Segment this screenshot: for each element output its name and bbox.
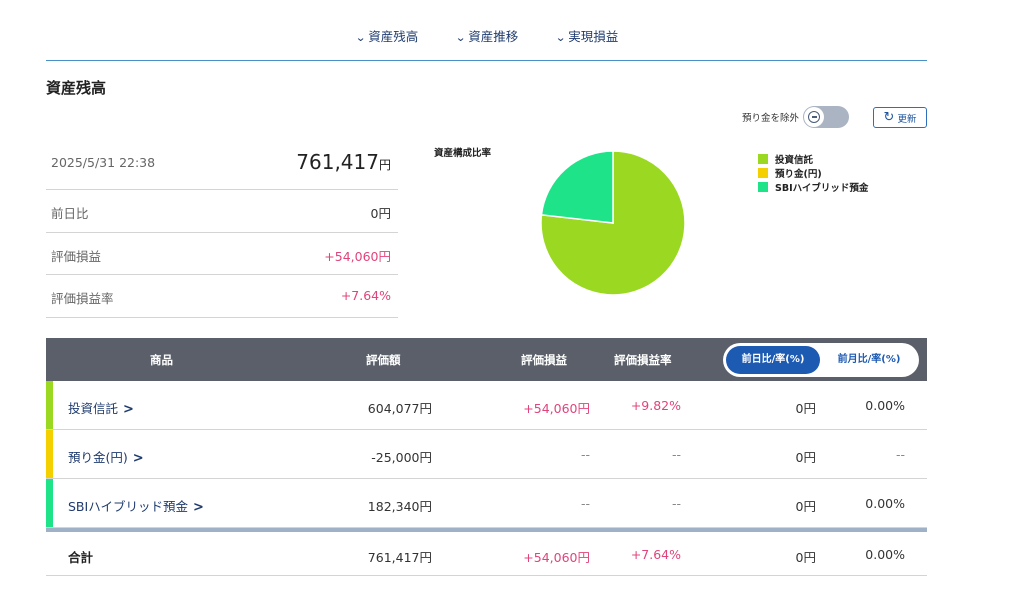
- table-total-row: 合計 761,417円 +54,060円 +7.64% 0円 0.00%: [46, 528, 927, 576]
- chevron-right-icon: >: [123, 402, 134, 417]
- nav-asset-trend[interactable]: ⌄ 資産推移: [455, 29, 519, 44]
- cell-change: 0円: [795, 401, 816, 416]
- total-label: 合計: [68, 550, 94, 565]
- chevron-down-icon: ⌄: [455, 31, 467, 44]
- section-nav: ⌄ 資産残高 ⌄ 資産推移 ⌄ 実現損益: [46, 0, 927, 61]
- cell-change-rate: 0.00%: [865, 398, 905, 413]
- cell-valuation: 761,417円: [367, 550, 432, 565]
- summary-value: 0円: [370, 206, 391, 221]
- nav-asset-balance[interactable]: ⌄ 資産残高: [355, 29, 419, 44]
- summary-label: 評価損益率: [51, 291, 114, 306]
- exclude-deposit-control: 預り金を除外: [742, 106, 850, 128]
- legend-item: 投資信託: [758, 152, 868, 166]
- cell-valuation: 604,077円: [367, 401, 432, 416]
- cell-change: 0円: [795, 450, 816, 465]
- total-value-unit: 円: [378, 158, 391, 172]
- summary-row-day-change: 前日比 0円: [46, 190, 398, 233]
- cell-valuation: 182,340円: [367, 499, 432, 514]
- total-value-number: 761,417: [296, 150, 379, 174]
- header-product: 商品: [150, 353, 173, 367]
- header-valuation: 評価額: [366, 353, 401, 367]
- cell-unrealized-rate: --: [671, 447, 681, 462]
- product-link-investment-trust[interactable]: 投資信託 >: [68, 401, 134, 417]
- table-header: 商品 評価額 評価損益 評価損益率 前日比/率(%) 前月比/率(%): [46, 338, 927, 381]
- legend-swatch: [758, 154, 768, 164]
- cell-change-rate: 0.00%: [865, 547, 905, 562]
- cell-unrealized-pl: +54,060円: [523, 550, 590, 565]
- chevron-down-icon: ⌄: [555, 31, 567, 44]
- chevron-down-icon: ⌄: [355, 31, 367, 44]
- cell-unrealized-rate: +9.82%: [630, 398, 681, 413]
- product-link-sbi-hybrid-deposit[interactable]: SBIハイブリッド預金 >: [68, 499, 204, 515]
- cell-change: 0円: [795, 499, 816, 514]
- legend-swatch: [758, 168, 768, 178]
- holdings-table: 商品 評価額 評価損益 評価損益率 前日比/率(%) 前月比/率(%) 投資信託…: [46, 338, 927, 576]
- cell-unrealized-rate: +7.64%: [630, 547, 681, 562]
- pie-slice-2: [540, 150, 614, 224]
- summary-value: +7.64%: [340, 288, 391, 303]
- as-of-datetime: 2025/5/31 22:38: [51, 155, 156, 170]
- chart-title: 資産構成比率: [434, 148, 492, 159]
- row-color-bar: [46, 479, 53, 527]
- chevron-right-icon: >: [132, 451, 144, 466]
- cell-valuation: -25,000円: [371, 450, 432, 465]
- product-link-deposit-jpy[interactable]: 預り金(円) >: [68, 450, 144, 466]
- exclude-deposit-toggle[interactable]: [803, 106, 850, 128]
- chevron-right-icon: >: [192, 500, 204, 515]
- legend-swatch: [758, 182, 768, 192]
- header-unrealized-pl: 評価損益: [521, 353, 567, 367]
- asset-allocation-pie-chart: [540, 150, 686, 296]
- header-unrealized-rate: 評価損益率: [614, 353, 672, 367]
- exclude-deposit-label: 預り金を除外: [742, 113, 800, 124]
- pie-slice-0: [540, 150, 686, 296]
- chart-legend: 投資信託 預り金(円) SBIハイブリッド預金: [758, 152, 868, 194]
- change-period-toggle: 前日比/率(%) 前月比/率(%): [723, 343, 919, 377]
- page-title: 資産残高: [46, 79, 107, 97]
- row-color-bar: [46, 381, 53, 429]
- refresh-icon: ↻: [883, 110, 895, 125]
- summary-row-unrealized-pl: 評価損益 +54,060円: [46, 233, 398, 275]
- nav-realized-pl[interactable]: ⌄ 実現損益: [555, 29, 619, 44]
- summary-label: 評価損益: [51, 248, 102, 264]
- table-row: 投資信託 > 604,077円 +54,060円 +9.82% 0円 0.00%: [46, 381, 927, 430]
- cell-change-rate: --: [895, 447, 905, 462]
- tab-daily-change[interactable]: 前日比/率(%): [726, 346, 820, 374]
- table-row: SBIハイブリッド預金 > 182,340円 -- -- 0円 0.00%: [46, 479, 927, 528]
- legend-item: 預り金(円): [758, 166, 868, 180]
- cell-unrealized-pl: --: [580, 447, 590, 462]
- refresh-button[interactable]: ↻ 更新: [873, 107, 927, 128]
- summary-total-row: 2025/5/31 22:38 761,417円: [46, 138, 398, 190]
- cell-unrealized-pl: --: [580, 496, 590, 511]
- tab-monthly-change[interactable]: 前月比/率(%): [837, 354, 901, 365]
- cell-change-rate: 0.00%: [865, 496, 905, 511]
- summary-panel: 2025/5/31 22:38 761,417円 前日比 0円 評価損益 +54…: [46, 138, 398, 318]
- summary-value: +54,060円: [324, 248, 391, 264]
- cell-change: 0円: [795, 550, 816, 565]
- legend-item: SBIハイブリッド預金: [758, 180, 868, 194]
- minus-circle-icon: [808, 111, 821, 123]
- summary-label: 前日比: [51, 206, 89, 221]
- toggle-knob: [804, 107, 825, 127]
- row-color-bar: [46, 430, 53, 478]
- cell-unrealized-rate: --: [671, 496, 681, 511]
- summary-row-unrealized-rate: 評価損益率 +7.64%: [46, 275, 398, 318]
- cell-unrealized-pl: +54,060円: [523, 401, 590, 416]
- total-value: 761,417円: [296, 150, 391, 174]
- table-row: 預り金(円) > -25,000円 -- -- 0円 --: [46, 430, 927, 479]
